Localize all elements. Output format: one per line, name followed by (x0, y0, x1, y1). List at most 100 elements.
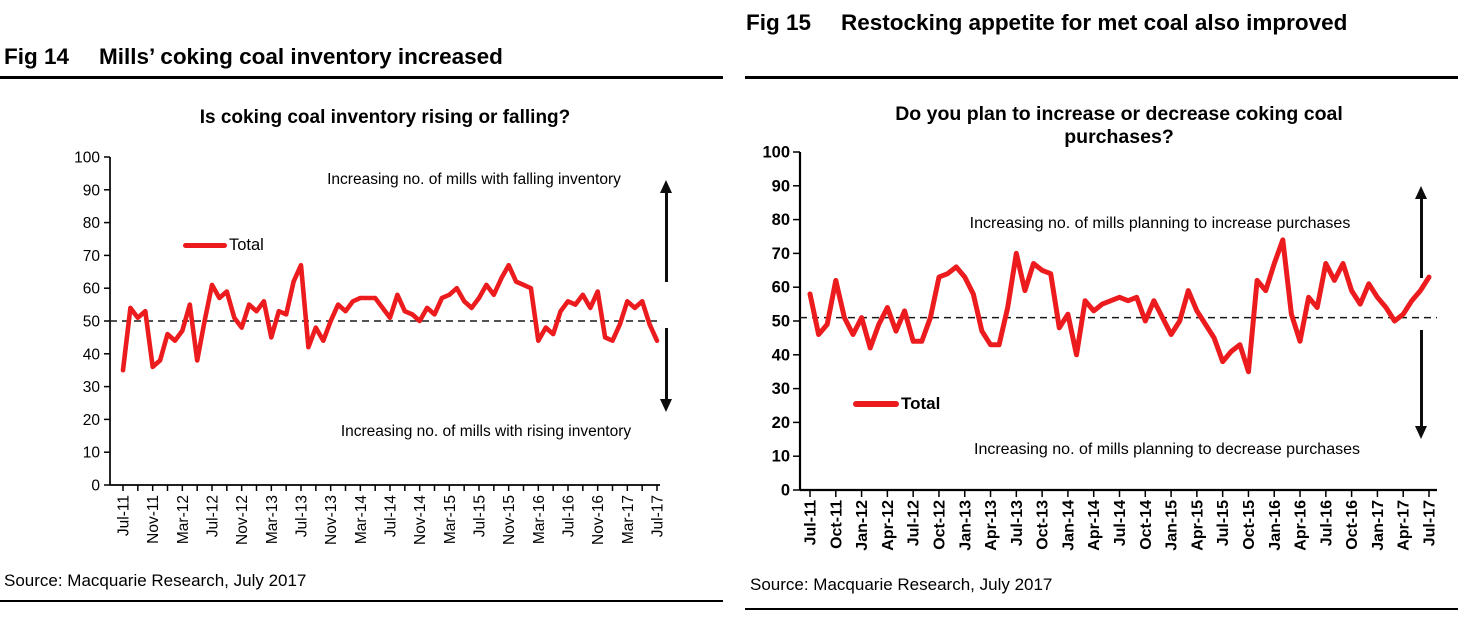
y-tick-label: 70 (83, 248, 101, 265)
y-tick-label: 0 (781, 482, 790, 500)
fig14-header: Fig 14 Mills’ coking coal inventory incre… (4, 40, 719, 73)
x-tick-label: Jul-16 (1318, 500, 1335, 546)
x-tick-label: Mar-12 (175, 495, 192, 544)
x-tick-label: Jul-16 (561, 495, 578, 537)
x-tick-label: Jul-15 (472, 495, 489, 537)
x-tick-label: Jul-13 (1009, 500, 1026, 546)
fig14-up-arrow-icon (660, 180, 672, 193)
x-tick-label: Nov-12 (234, 495, 251, 545)
y-tick-label: 40 (772, 346, 790, 364)
y-tick-label: 80 (772, 211, 790, 229)
fig14-footer-rule (0, 600, 723, 602)
x-tick-label: Jan-14 (1060, 500, 1077, 551)
y-tick-label: 50 (772, 313, 790, 331)
x-tick-label: Jul-14 (1112, 500, 1129, 546)
y-tick-label: 10 (83, 445, 101, 462)
fig14-number-label: Fig 14 (4, 44, 70, 69)
x-tick-label: Oct-15 (1241, 500, 1258, 550)
fig15-annotation-decrease-purchases: Increasing no. of mills planning to decr… (974, 441, 1360, 458)
fig15-up-arrow-icon (1415, 186, 1427, 199)
fig14-up-arrow-shaft (665, 192, 668, 282)
x-tick-label: Oct-14 (1138, 500, 1155, 550)
x-tick-label: Jul-13 (294, 495, 311, 537)
x-tick-label: Jan-16 (1267, 500, 1284, 551)
x-tick-label: Nov-16 (590, 495, 607, 545)
x-tick-label: Oct-13 (1035, 500, 1052, 550)
x-tick-label: Jul-11 (116, 495, 133, 536)
y-tick-label: 90 (772, 177, 790, 195)
y-tick-label: 100 (74, 150, 100, 167)
x-tick-label: Nov-11 (145, 495, 162, 544)
x-tick-label: Nov-15 (501, 495, 518, 545)
x-tick-label: Mar-17 (620, 495, 637, 544)
y-tick-label: 10 (772, 448, 790, 466)
y-tick-label: 20 (83, 412, 101, 429)
y-tick-label: 80 (83, 215, 101, 232)
fig15-up-arrow-shaft (1420, 198, 1423, 278)
x-tick-label: Apr-15 (1189, 500, 1206, 551)
fig14-header-rule (0, 76, 723, 79)
fig15-legend-line-swatch (853, 400, 899, 407)
fig15-legend: Total (853, 395, 940, 412)
fig15-chart-title: Do you plan to increase or decrease coki… (895, 103, 1343, 148)
x-tick-label: Oct-16 (1344, 500, 1361, 550)
fig14-annotation-falling-inventory: Increasing no. of mills with falling inv… (327, 171, 621, 188)
total-series-line (807, 237, 1432, 375)
y-tick-label: 30 (83, 379, 101, 396)
x-tick-label: Jan-12 (854, 500, 871, 551)
fig14-down-arrow-icon (660, 399, 672, 412)
y-tick-label: 0 (91, 478, 100, 495)
x-tick-label: Apr-17 (1396, 500, 1413, 551)
fig15-source-text: Source: Macquarie Research, July 2017 (750, 575, 1053, 594)
x-tick-label: Mar-16 (531, 495, 548, 544)
fig14-legend: Total (183, 237, 264, 254)
fig14-chart-title: Is coking coal inventory rising or falli… (199, 107, 571, 128)
fig14-chart: 0 10 20 30 40 50 60 70 80 90 100 Jul-11 Nov-11 Mar-12… (74, 150, 667, 545)
x-tick-label: Nov-13 (323, 495, 340, 545)
x-tick-label: Jan-15 (1164, 500, 1181, 551)
fig15-down-arrow-icon (1415, 426, 1427, 439)
fig15-down-arrow-shaft (1420, 330, 1423, 426)
x-tick-label: Jan-13 (957, 500, 974, 551)
x-tick-label: Mar-13 (264, 495, 281, 544)
x-tick-label: Nov-14 (412, 495, 429, 545)
fig14-source-text: Source: Macquarie Research, July 2017 (4, 571, 307, 590)
x-tick-label: Apr-16 (1293, 500, 1310, 551)
x-tick-label: Oct-11 (828, 500, 845, 549)
y-tick-label: 40 (83, 346, 101, 363)
x-tick-label: Jul-15 (1215, 500, 1232, 546)
y-tick-label: 60 (83, 281, 101, 298)
fig15-annotation-increase-purchases: Increasing no. of mills planning to incr… (969, 215, 1351, 232)
fig15-chart: 0 10 20 30 40 50 60 70 80 90 100 Jul-11 Oct-11 Jan-12… (762, 144, 1439, 551)
x-tick-label: Jul-11 (803, 500, 820, 545)
fig14-down-arrow-shaft (665, 328, 668, 399)
x-tick-label: Apr-12 (880, 500, 897, 551)
y-tick-label: 50 (83, 314, 101, 331)
fig15-legend-label: Total (901, 394, 941, 413)
fig15-header-rule (745, 76, 1458, 79)
total-series-line (120, 262, 660, 373)
x-tick-label: Mar-15 (442, 495, 459, 544)
fig14-legend-line-swatch (183, 242, 227, 248)
y-tick-label: 70 (772, 245, 790, 263)
fig15-footer-rule (745, 608, 1458, 610)
fig15-panel: Fig 15 Restocking appetite for met coal a… (729, 0, 1458, 618)
fig15-title: Restocking appetite for met coal also im… (841, 10, 1348, 35)
fig14-legend-label: Total (229, 236, 264, 254)
y-tick-label: 20 (772, 414, 790, 432)
x-tick-label: Apr-13 (983, 500, 1000, 551)
x-tick-label: Jul-14 (383, 495, 400, 538)
x-tick-label: Jul-17 (1422, 500, 1439, 546)
x-tick-label: Mar-14 (353, 495, 370, 544)
fig15-header: Fig 15 Restocking appetite for met coal a… (746, 6, 1366, 39)
x-tick-label: Apr-14 (1086, 500, 1103, 551)
x-tick-label: Oct-12 (931, 500, 948, 550)
fig14-title: Mills’ coking coal inventory increased (99, 44, 503, 69)
x-tick-label: Jul-17 (650, 495, 667, 537)
fig15-number-label: Fig 15 (746, 10, 812, 35)
x-tick-label: Jul-12 (205, 495, 222, 537)
fig14-panel: Fig 14 Mills’ coking coal inventory incre… (0, 40, 723, 602)
fig14-annotation-rising-inventory: Increasing no. of mills with rising inve… (340, 423, 632, 440)
y-tick-label: 30 (772, 380, 790, 398)
y-tick-label: 90 (83, 182, 101, 199)
